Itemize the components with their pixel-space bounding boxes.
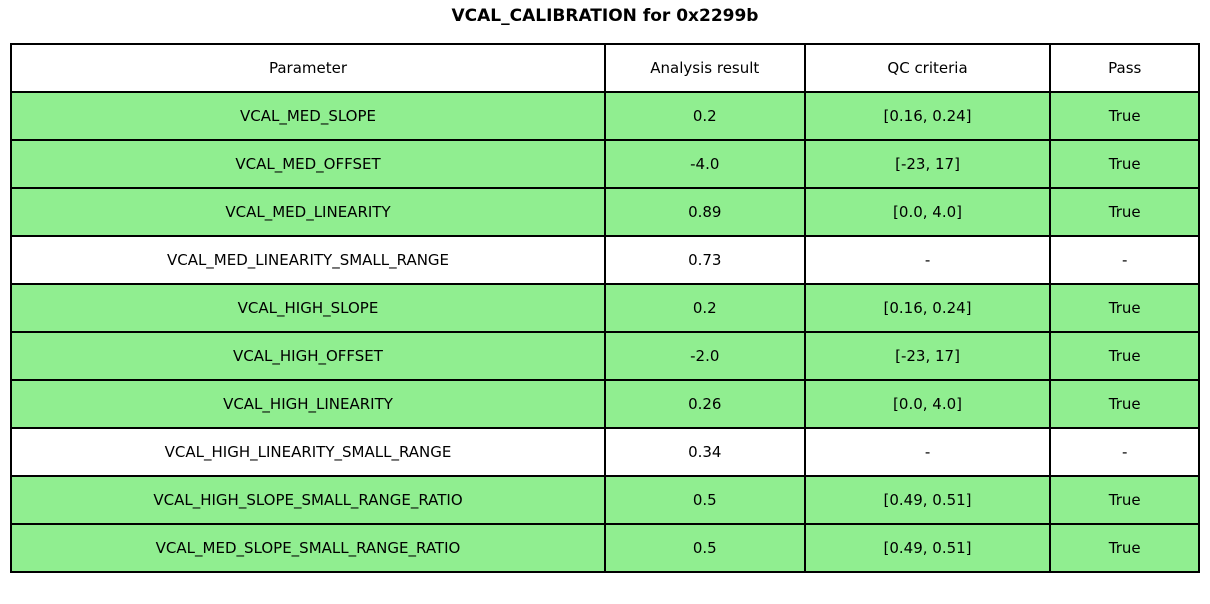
cell-analysis-result: 0.5 — [604, 523, 806, 573]
cell-pass: - — [1049, 427, 1200, 477]
table-header: Parameter Analysis result QC criteria Pa… — [10, 43, 1200, 93]
cell-parameter: VCAL_MED_SLOPE — [10, 91, 606, 141]
cell-parameter: VCAL_HIGH_SLOPE — [10, 283, 606, 333]
cell-pass: True — [1049, 283, 1200, 333]
table-row: VCAL_MED_SLOPE 0.2 [0.16, 0.24] True — [10, 91, 1200, 141]
table-row: VCAL_MED_SLOPE_SMALL_RANGE_RATIO 0.5 [0.49… — [10, 523, 1200, 573]
column-header-parameter: Parameter — [10, 43, 606, 93]
table-row: VCAL_HIGH_SLOPE 0.2 [0.16, 0.24] True — [10, 283, 1200, 333]
cell-parameter: VCAL_MED_OFFSET — [10, 139, 606, 189]
cell-qc-criteria: [-23, 17] — [803, 139, 1052, 189]
cell-parameter: VCAL_MED_LINEARITY_SMALL_RANGE — [10, 235, 606, 285]
cell-pass: True — [1049, 379, 1200, 429]
cell-qc-criteria: - — [803, 235, 1052, 285]
page-title: VCAL_CALIBRATION for 0x2299b — [451, 6, 759, 26]
table-row: VCAL_HIGH_SLOPE_SMALL_RANGE_RATIO 0.5 [0.4… — [10, 475, 1200, 525]
cell-qc-criteria: [0.49, 0.51] — [803, 475, 1052, 525]
cell-pass: - — [1049, 235, 1200, 285]
column-header-analysis-result: Analysis result — [604, 43, 806, 93]
cell-qc-criteria: - — [803, 427, 1052, 477]
table-row: VCAL_MED_LINEARITY_SMALL_RANGE 0.73- - — [10, 235, 1200, 285]
cell-qc-criteria: [0.16, 0.24] — [803, 283, 1052, 333]
cell-analysis-result: 0.2 — [604, 91, 806, 141]
cell-analysis-result: 0.89 — [604, 187, 806, 237]
cell-qc-criteria: [0.16, 0.24] — [803, 91, 1052, 141]
column-header-pass: Pass — [1049, 43, 1200, 93]
cell-qc-criteria: [-23, 17] — [803, 331, 1052, 381]
cell-qc-criteria: [0.49, 0.51] — [803, 523, 1052, 573]
cell-analysis-result: -2.0 — [604, 331, 806, 381]
cell-pass: True — [1049, 475, 1200, 525]
table-row: VCAL_HIGH_LINEARITY_SMALL_RANGE 0.34- - — [10, 427, 1200, 477]
table-row: VCAL_MED_OFFSET -4.0 [-23, 17] True — [10, 139, 1200, 189]
header-row: Parameter Analysis result QC criteria Pa… — [10, 43, 1200, 93]
cell-pass: True — [1049, 139, 1200, 189]
cell-parameter: VCAL_MED_LINEARITY — [10, 187, 606, 237]
cell-qc-criteria: [0.0, 4.0] — [803, 379, 1052, 429]
cell-analysis-result: 0.26 — [604, 379, 806, 429]
table-body: VCAL_MED_SLOPE 0.2 [0.16, 0.24] True VCAL_ME… — [10, 91, 1200, 573]
cell-analysis-result: 0.34 — [604, 427, 806, 477]
qc-results-table: Parameter Analysis result QC criteria Pa… — [10, 43, 1200, 573]
cell-analysis-result: 0.2 — [604, 283, 806, 333]
cell-parameter: VCAL_MED_SLOPE_SMALL_RANGE_RATIO — [10, 523, 606, 573]
column-header-qc-criteria: QC criteria — [803, 43, 1052, 93]
cell-pass: True — [1049, 523, 1200, 573]
table-row: VCAL_MED_LINEARITY 0.89 [0.0, 4.0] True — [10, 187, 1200, 237]
cell-pass: True — [1049, 331, 1200, 381]
cell-analysis-result: 0.5 — [604, 475, 806, 525]
cell-parameter: VCAL_HIGH_SLOPE_SMALL_RANGE_RATIO — [10, 475, 606, 525]
cell-analysis-result: -4.0 — [604, 139, 806, 189]
cell-analysis-result: 0.73 — [604, 235, 806, 285]
cell-parameter: VCAL_HIGH_LINEARITY_SMALL_RANGE — [10, 427, 606, 477]
cell-pass: True — [1049, 91, 1200, 141]
table-row: VCAL_HIGH_LINEARITY 0.26 [0.0, 4.0] True — [10, 379, 1200, 429]
cell-pass: True — [1049, 187, 1200, 237]
cell-parameter: VCAL_HIGH_LINEARITY — [10, 379, 606, 429]
cell-qc-criteria: [0.0, 4.0] — [803, 187, 1052, 237]
table-row: VCAL_HIGH_OFFSET -2.0 [-23, 17] True — [10, 331, 1200, 381]
cell-parameter: VCAL_HIGH_OFFSET — [10, 331, 606, 381]
